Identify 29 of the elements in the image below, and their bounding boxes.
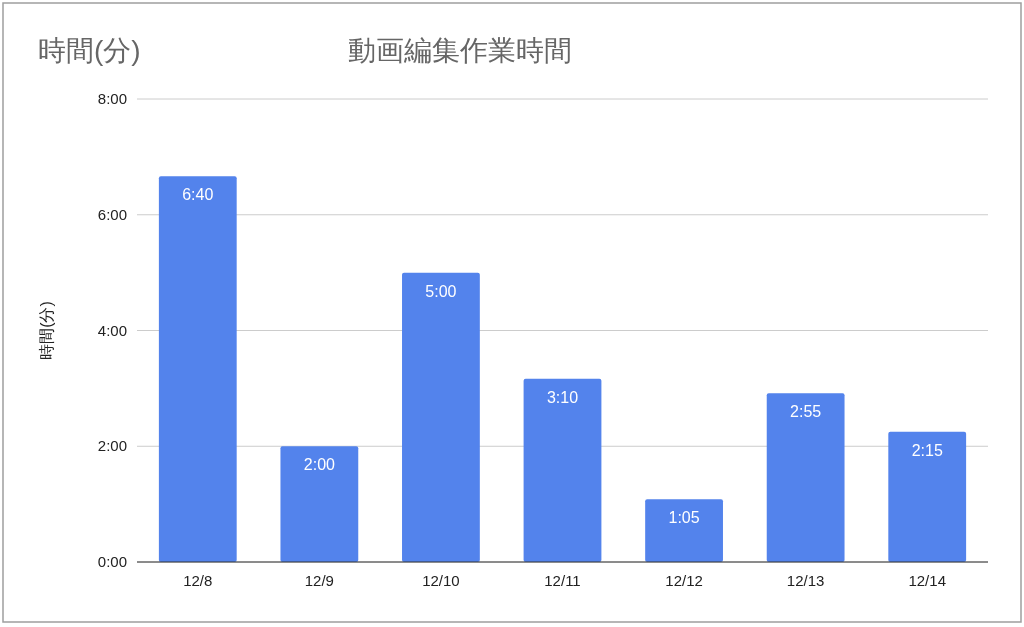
x-tick-label: 12/12 <box>665 572 703 589</box>
y-axis-title: 時間(分) <box>38 301 55 360</box>
data-label: 2:00 <box>303 456 336 474</box>
bar <box>888 431 967 562</box>
data-label: 5:00 <box>425 282 457 300</box>
data-label: 2:55 <box>790 403 822 421</box>
chart-title: 動画編集作業時間 <box>348 35 572 66</box>
y-tick-label: 4:00 <box>97 321 127 339</box>
text: 時間(分) <box>38 35 141 66</box>
bar <box>645 499 723 562</box>
x-tick-label: 12/9 <box>304 572 334 589</box>
bar <box>766 393 845 562</box>
y-tick-label: 8:00 <box>97 90 127 107</box>
bar <box>402 272 480 562</box>
x-tick-label: 12/13 <box>786 572 825 589</box>
x-tick-label: 12/11 <box>544 572 581 589</box>
x-tick-label: 12/10 <box>422 572 460 589</box>
bar <box>158 176 237 562</box>
y-tick-label: 0:00 <box>97 553 127 570</box>
data-label: 2:15 <box>911 441 943 459</box>
x-tick-label: 12/14 <box>908 572 946 589</box>
data-label: 6:40 <box>182 186 214 204</box>
y-tick-label: 2:00 <box>97 437 127 455</box>
y-tick-label: 6:00 <box>97 205 127 223</box>
bar <box>523 378 602 562</box>
x-tick-label: 12/8 <box>183 572 213 589</box>
data-label: 1:05 <box>668 509 700 527</box>
bar <box>280 446 359 562</box>
data-label: 3:10 <box>546 388 579 406</box>
